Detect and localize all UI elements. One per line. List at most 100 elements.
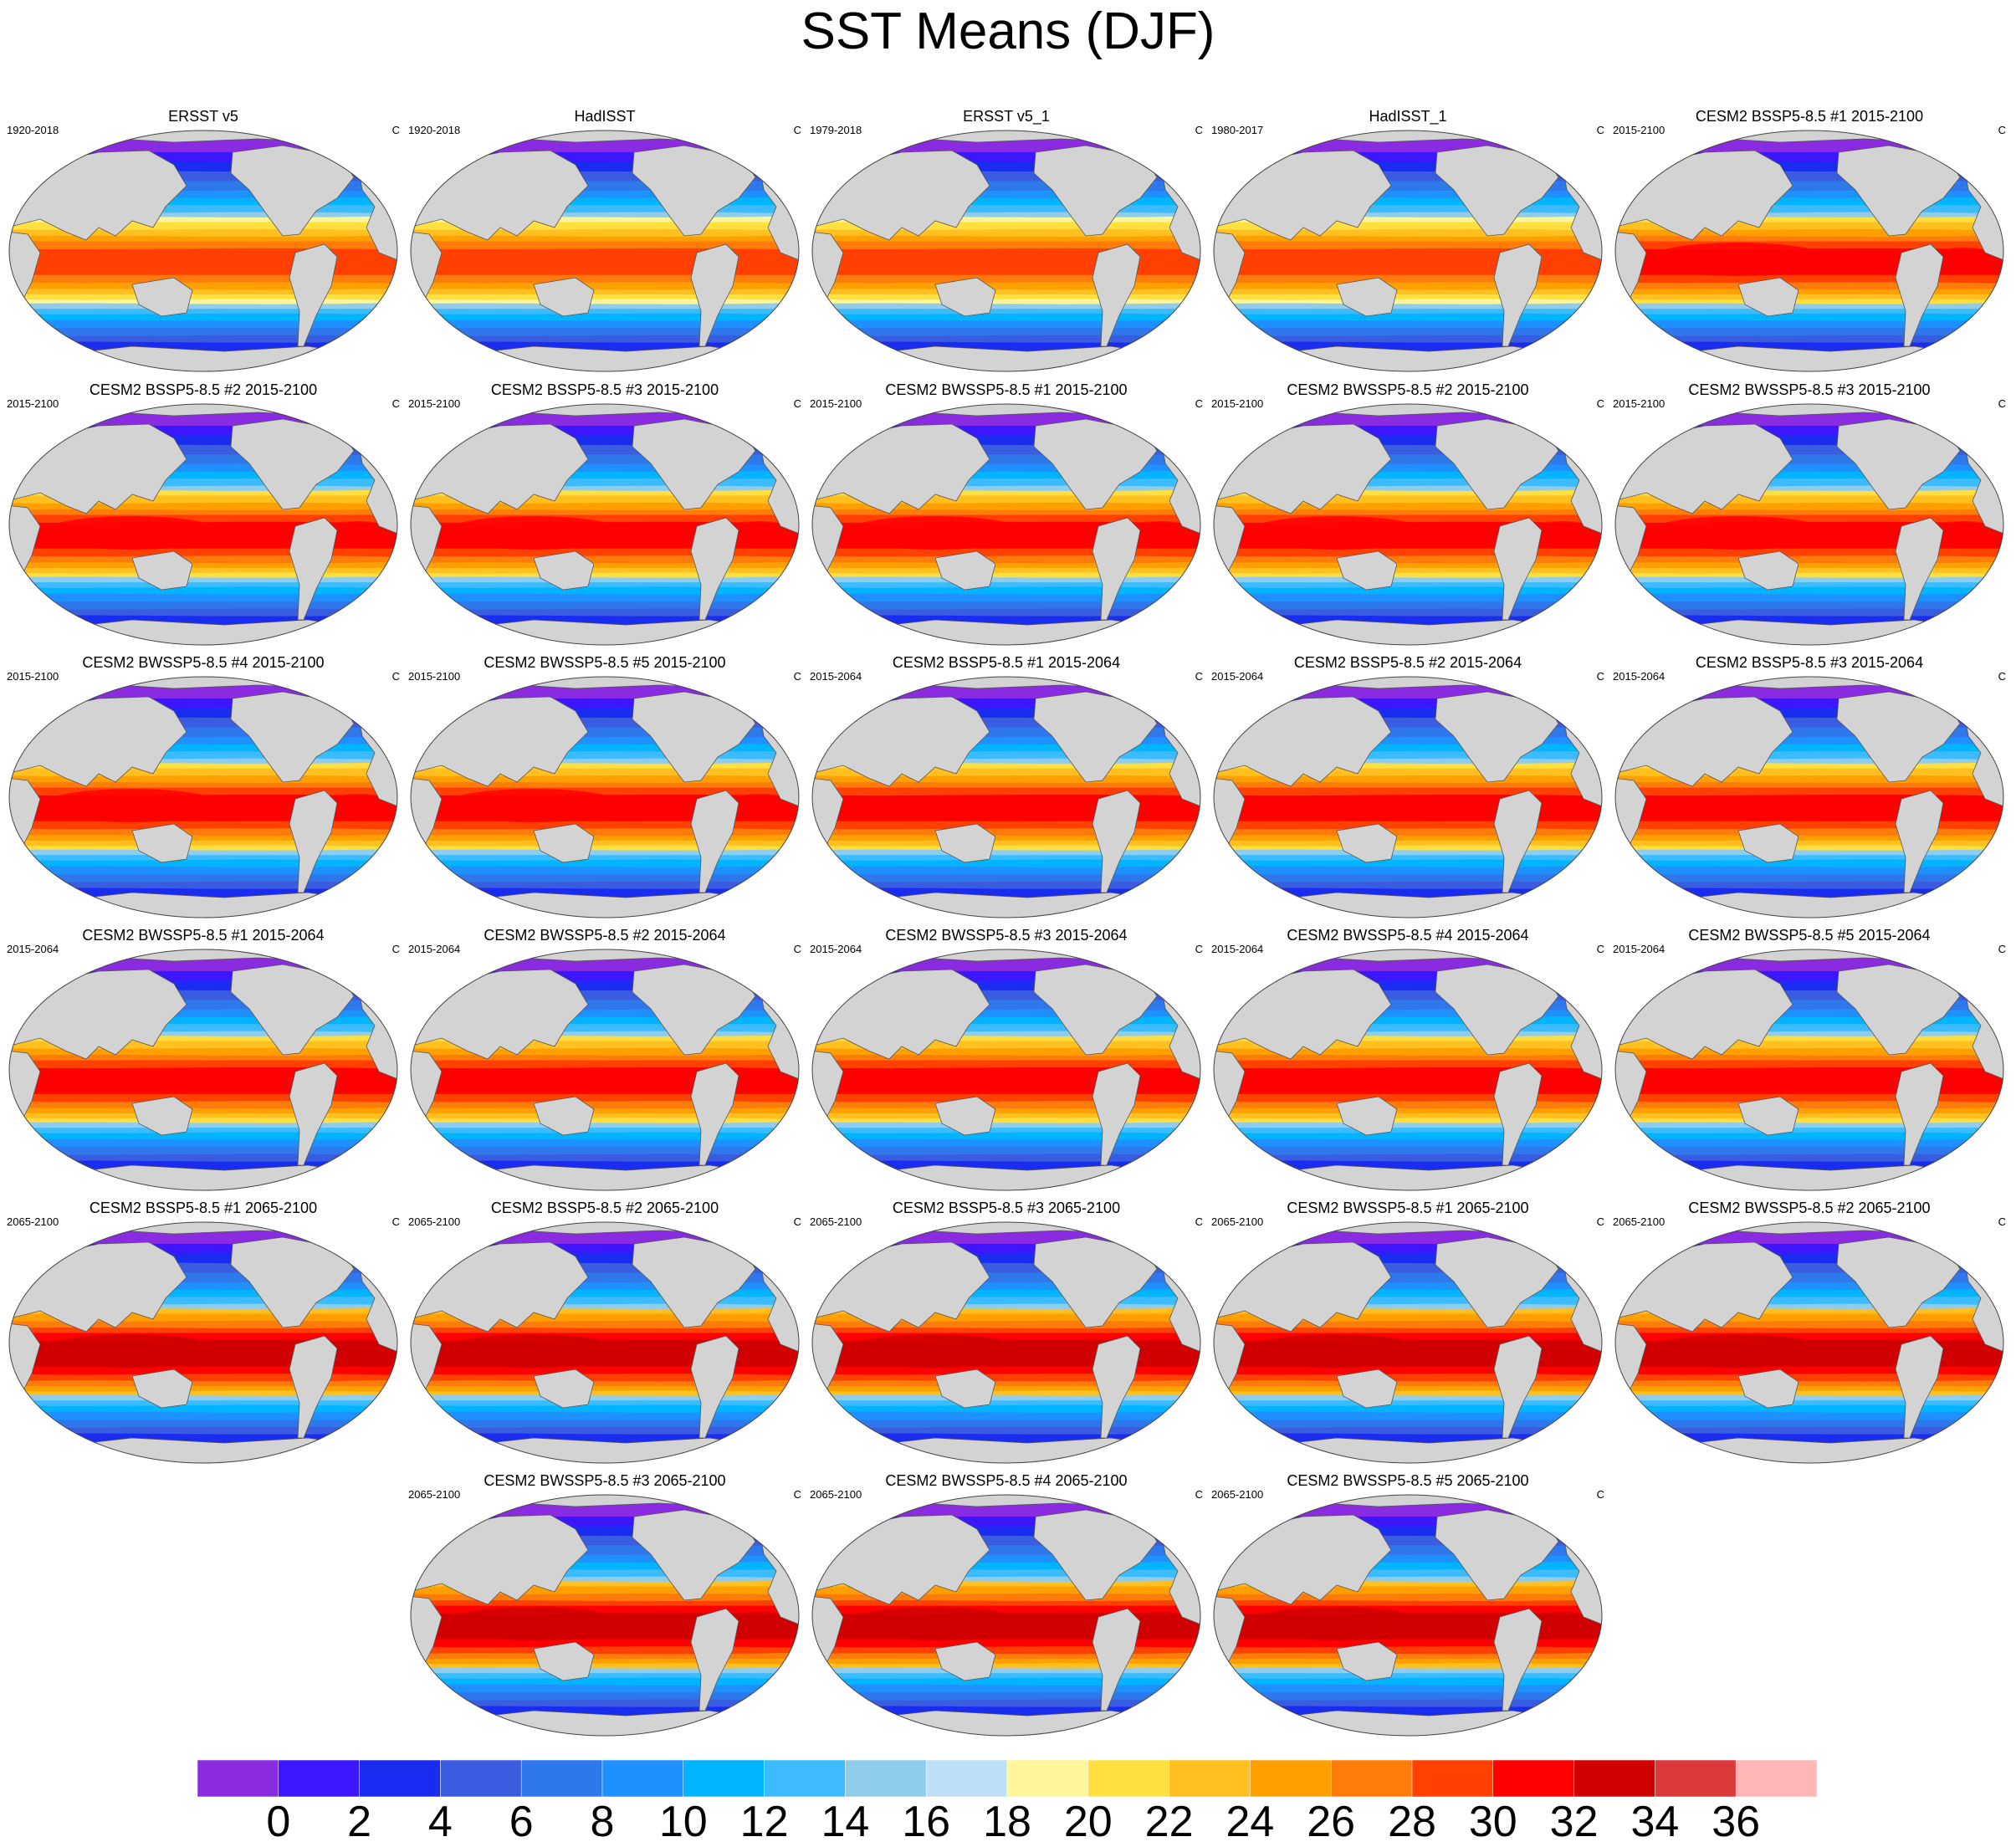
- panel-period: 2065-2100: [1211, 1488, 1264, 1501]
- land-mass: [934, 1096, 996, 1136]
- land-mass: [411, 1437, 799, 1463]
- panel-period: 2015-2064: [810, 670, 862, 683]
- panel-title: CESM2 BWSSP5-8.5 #4 2015-2064: [1287, 927, 1529, 944]
- colorbar-tick-label: 16: [902, 1798, 951, 1846]
- sst-band: [9, 1243, 397, 1256]
- panel-title: HadISST_1: [1369, 108, 1447, 125]
- land-mass: [411, 892, 799, 918]
- panel-units: C: [1998, 943, 2006, 955]
- panel-period: 2015-2064: [408, 943, 461, 955]
- sst-band: [812, 248, 1200, 268]
- colorbar-tick-label: 10: [658, 1798, 708, 1846]
- panel-period: 2015-2064: [1211, 943, 1264, 955]
- map-panel: ERSST v5 1920-2018 C: [7, 107, 400, 375]
- panel-period: 1920-2018: [408, 124, 461, 136]
- land-mass: [1895, 1062, 1944, 1166]
- sst-band: [9, 151, 397, 164]
- panel-units: C: [1998, 397, 2006, 410]
- land-mass: [9, 619, 397, 645]
- sst-band: [411, 1516, 799, 1528]
- colorbar-swatch: [1006, 1760, 1089, 1797]
- sst-band: [411, 1243, 799, 1256]
- sst-band: [1214, 1516, 1602, 1528]
- map-border: [811, 676, 1201, 918]
- warm-pool: [320, 521, 396, 548]
- colorbar-tick-label: 24: [1225, 1798, 1275, 1846]
- land-mass: [1737, 550, 1799, 591]
- panel-units: C: [793, 397, 801, 410]
- sst-band: [1214, 1243, 1602, 1256]
- sst-map: [1614, 403, 2004, 646]
- warm-pool: [1926, 1339, 2002, 1366]
- colorbar-tick-label: 34: [1630, 1798, 1680, 1846]
- sst-band: [9, 235, 397, 243]
- sst-band: [1615, 970, 2003, 983]
- land-mass: [1493, 243, 1543, 347]
- land-mass: [533, 823, 595, 863]
- land-mass: [812, 1437, 1200, 1463]
- colorbar-tick-label: 28: [1388, 1798, 1436, 1846]
- panel-units: C: [1195, 1215, 1203, 1228]
- land-mass: [1895, 243, 1944, 347]
- panel-period: 2015-2100: [7, 397, 59, 410]
- map-border: [811, 949, 1201, 1191]
- panel-title: CESM2 BSSP5-8.5 #2 2015-2064: [1293, 654, 1522, 671]
- warm-pool: [1926, 521, 2002, 548]
- sst-band: [812, 509, 1200, 517]
- sst-band: [812, 787, 1200, 797]
- land-mass: [9, 345, 397, 371]
- land-mass: [934, 823, 996, 863]
- panel-period: 1980-2017: [1211, 124, 1264, 136]
- land-mass: [1336, 823, 1398, 863]
- warm-pool: [1926, 248, 2002, 274]
- sst-map: [410, 403, 800, 646]
- panel-units: C: [1596, 124, 1604, 136]
- sst-band: [9, 1067, 397, 1087]
- land-mass: [1493, 1335, 1543, 1439]
- panel-period: 1920-2018: [7, 124, 59, 136]
- land-mass: [1092, 517, 1141, 621]
- warm-pool: [442, 1334, 626, 1368]
- colorbar-labels: 0 2 4 6 8 10 12 14 16 18 20 22 24 26 28 30 32 34 36: [197, 1798, 1817, 1845]
- panel-period: 2015-2064: [1613, 670, 1666, 683]
- map-border: [1213, 403, 1603, 646]
- sst-band: [411, 1067, 799, 1087]
- panel-period: 2015-2100: [1613, 124, 1666, 136]
- sst-band: [1615, 1243, 2003, 1256]
- sst-band: [411, 1599, 799, 1608]
- panel-title: CESM2 BWSSP5-8.5 #5 2015-2100: [484, 654, 726, 671]
- panel-units: C: [1195, 1488, 1203, 1501]
- land-mass: [289, 517, 338, 621]
- sst-band: [812, 1599, 1200, 1608]
- panel-title: HadISST: [574, 108, 636, 125]
- colorbar-swatch: [1330, 1760, 1413, 1797]
- sst-band: [9, 698, 397, 710]
- panel-units: C: [1195, 397, 1203, 410]
- map-panel: CESM2 BSSP5-8.5 #3 2015-2100 2015-2100 C: [408, 381, 801, 648]
- land-mass: [934, 1369, 996, 1409]
- sst-band: [812, 241, 1200, 251]
- panel-title: CESM2 BSSP5-8.5 #3 2015-2064: [1695, 654, 1924, 671]
- map-panel: CESM2 BWSSP5-8.5 #1 2065-2100 2065-2100 C: [1211, 1199, 1604, 1466]
- sst-band: [812, 1054, 1200, 1062]
- map-panel: CESM2 BSSP5-8.5 #2 2015-2064 2015-2064 C: [1211, 653, 1604, 921]
- sst-map: [8, 1221, 398, 1464]
- sst-band: [1214, 151, 1602, 164]
- panel-units: C: [1195, 124, 1203, 136]
- map-panel: CESM2 BWSSP5-8.5 #3 2015-2100 2015-2100 C: [1613, 381, 2006, 648]
- sst-map: [1614, 130, 2004, 372]
- warm-pool: [1646, 243, 1830, 276]
- map-border: [1614, 949, 2004, 1191]
- map-border: [8, 130, 398, 372]
- sst-band: [9, 425, 397, 437]
- land-mass: [1615, 1164, 2003, 1190]
- land-mass: [131, 550, 193, 591]
- warm-pool: [722, 794, 797, 821]
- map-border: [811, 403, 1201, 646]
- sst-band: [9, 509, 397, 517]
- sst-band: [812, 1327, 1200, 1335]
- land-mass: [131, 1369, 193, 1409]
- land-mass: [690, 1335, 739, 1439]
- sst-map: [1213, 403, 1603, 646]
- sst-band: [812, 235, 1200, 243]
